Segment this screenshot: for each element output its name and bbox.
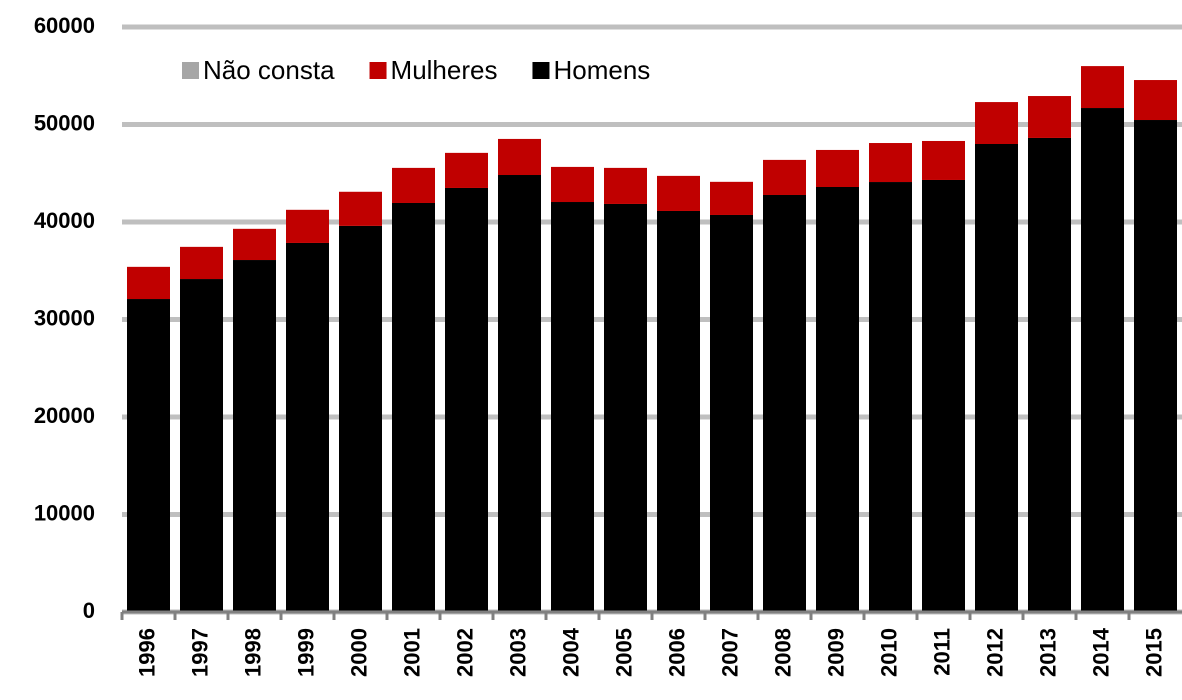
y-tick-label: 10000 [34, 500, 95, 525]
bar-segment [392, 167, 435, 203]
y-tick-label: 60000 [34, 13, 95, 38]
x-tick-label: 2004 [558, 627, 583, 677]
bar-segment [286, 242, 329, 612]
bar-segment [1028, 137, 1071, 612]
x-tick-label: 2011 [929, 628, 954, 676]
bar-segment [975, 102, 1018, 144]
x-tick-label: 1996 [134, 628, 159, 677]
bar-segment [445, 152, 488, 188]
bar-segment [1028, 96, 1071, 138]
bar-segment [657, 175, 700, 211]
bar-segment [710, 214, 753, 613]
x-tick-label: 2009 [823, 628, 848, 677]
x-tick-label: 2007 [717, 628, 742, 677]
bar-segment [816, 186, 859, 612]
bar-segment [710, 181, 753, 215]
bar-segment [127, 266, 170, 300]
bar-segment [869, 143, 912, 183]
bar-segment [1081, 66, 1124, 109]
legend-label: Homens [553, 55, 650, 85]
bar-segment [604, 203, 647, 612]
y-tick-label: 0 [83, 598, 95, 623]
y-tick-label: 30000 [34, 305, 95, 330]
bar-segment [233, 260, 276, 612]
y-tick-label: 20000 [34, 403, 95, 428]
bar-segment [975, 144, 1018, 612]
x-tick-label: 1998 [240, 628, 265, 677]
x-tick-label: 2000 [346, 628, 371, 677]
bar-segment [339, 225, 382, 612]
legend-swatch [369, 62, 387, 79]
bar-segment [180, 279, 223, 612]
x-tick-label: 2010 [876, 628, 901, 677]
bar-segment [604, 167, 647, 204]
bar-segment [763, 159, 806, 195]
bar-segment [551, 166, 594, 203]
bar-segment [657, 210, 700, 613]
bar-segment [498, 138, 541, 176]
bar-segment [1134, 80, 1177, 121]
bar-segment [869, 182, 912, 612]
bar-segment [180, 246, 223, 280]
bar-segment [286, 209, 329, 243]
bar-segment [763, 194, 806, 612]
legend-swatch [532, 62, 550, 79]
x-tick-label: 2014 [1088, 627, 1113, 677]
x-tick-label: 2008 [770, 628, 795, 677]
legend-swatch [182, 62, 199, 79]
y-tick-label: 40000 [34, 208, 95, 233]
x-tick-label: 2012 [982, 628, 1007, 677]
legend-label: Não consta [203, 55, 335, 85]
x-tick-label: 2006 [664, 628, 689, 677]
x-tick-label: 2003 [505, 628, 530, 677]
bar-segment [816, 149, 859, 187]
bar-segment [922, 179, 965, 613]
bar-segment [445, 187, 488, 612]
x-tick-label: 2013 [1035, 628, 1060, 677]
legend-label: Mulheres [391, 55, 498, 85]
bar-segment [233, 228, 276, 261]
bar-segment [1134, 120, 1177, 612]
bar-segment [551, 202, 594, 612]
bar-segment [498, 175, 541, 612]
bar-segment [127, 299, 170, 612]
y-tick-label: 50000 [34, 110, 95, 135]
x-tick-label: 2015 [1141, 628, 1166, 677]
bar-segment [922, 140, 965, 180]
x-tick-label: 1997 [187, 628, 212, 677]
x-tick-label: 2001 [399, 628, 424, 677]
bar-segment [1081, 108, 1124, 613]
x-tick-label: 1999 [293, 628, 318, 677]
x-tick-label: 2005 [611, 628, 636, 677]
bar-segment [339, 191, 382, 226]
bar-segment [392, 202, 435, 613]
x-tick-label: 2002 [452, 628, 477, 677]
